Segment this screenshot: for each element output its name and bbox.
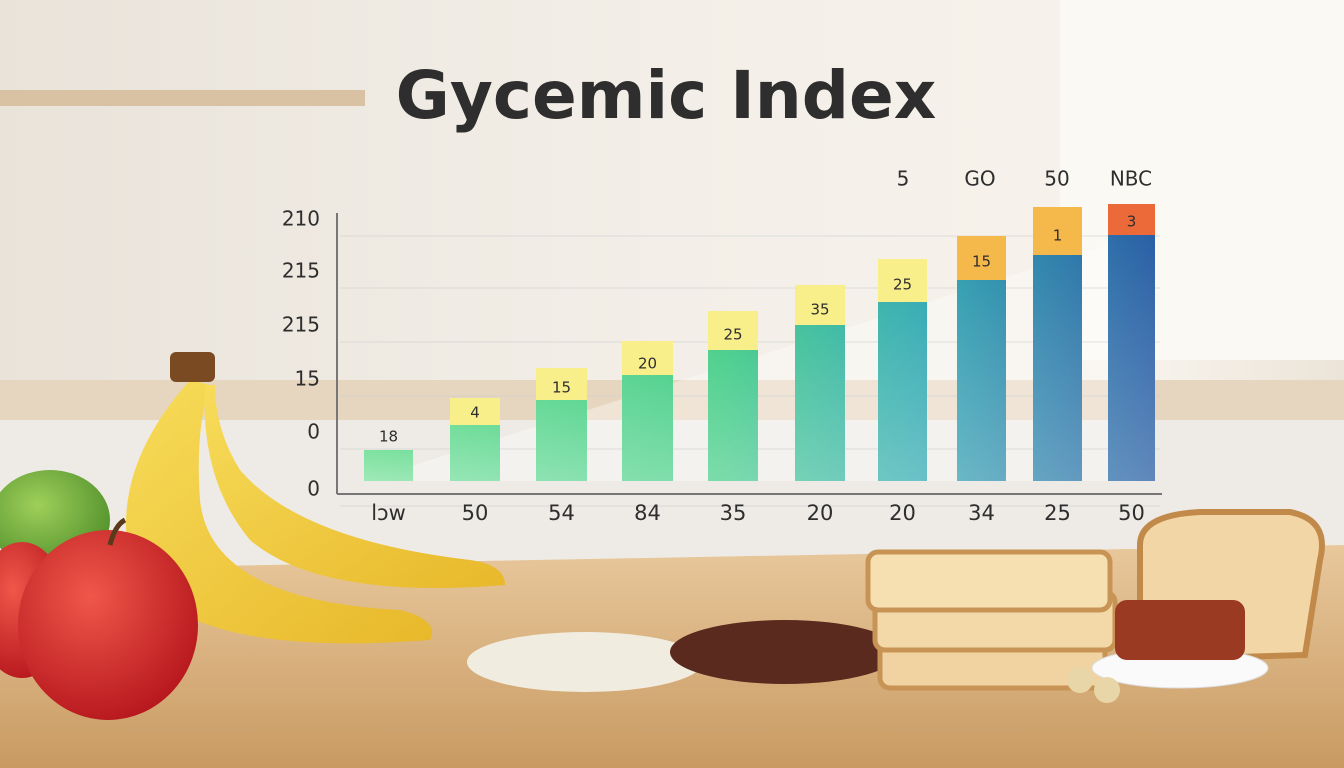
bar-cap [450, 398, 500, 425]
bar-cap [957, 236, 1006, 280]
bar-label: 1 [1053, 227, 1063, 245]
window [1060, 0, 1344, 360]
x-axis-label: 50 [462, 501, 489, 525]
bar-cap [708, 311, 758, 350]
apple [18, 530, 198, 720]
y-axis-label: 215 [282, 313, 320, 337]
bar-shine [957, 280, 1006, 481]
quinoa [670, 620, 900, 684]
dates [1115, 600, 1245, 660]
y-axis-label: 0 [307, 477, 320, 501]
bar-cap [795, 285, 845, 325]
bar-shine [708, 350, 758, 481]
chart-overlay: 210215215150018lɔw4501554208425353520252… [282, 167, 1162, 525]
column-header: 5 [897, 167, 910, 191]
bar-shine [536, 400, 587, 481]
x-axis-label: 34 [968, 501, 995, 525]
column-header: GO [964, 167, 995, 191]
nut [1094, 677, 1120, 703]
bar-label: 25 [893, 276, 912, 294]
bar-label: 25 [723, 326, 742, 344]
rice [467, 632, 703, 692]
bar-shine [1108, 235, 1155, 481]
bar-label: 18 [379, 428, 398, 446]
banana-stem [170, 352, 215, 382]
apple-stem [107, 517, 127, 546]
column-header: NBC [1110, 167, 1152, 191]
title: Gycemic Index [396, 57, 937, 134]
y-axis-label: 210 [282, 207, 320, 231]
bar-shine [622, 375, 673, 481]
bar-cap [622, 341, 673, 375]
x-axis-label: 54 [548, 501, 575, 525]
bar-cap [878, 259, 927, 302]
column-header: 50 [1044, 167, 1069, 191]
bar-label: 20 [638, 355, 657, 373]
bar-label: 35 [810, 301, 829, 319]
bar-shine [364, 450, 413, 481]
bar-cap [1033, 207, 1082, 255]
bar-label: 4 [470, 404, 480, 422]
x-axis-label: 84 [634, 501, 661, 525]
bar-cap [1108, 204, 1155, 235]
x-axis-label: 25 [1044, 501, 1071, 525]
bar-label: 15 [552, 379, 571, 397]
y-axis-label: 0 [307, 420, 320, 444]
bar-label: 15 [972, 253, 991, 271]
bread-slice [865, 549, 1113, 613]
shelf [0, 90, 365, 106]
y-axis-label: 215 [282, 259, 320, 283]
x-axis-label: 35 [720, 501, 747, 525]
x-axis-label: 20 [889, 501, 916, 525]
bar-shine [1033, 255, 1082, 481]
y-axis-label: 15 [295, 367, 320, 391]
x-axis-label: 20 [807, 501, 834, 525]
bar-shine [878, 302, 927, 481]
nut [1067, 667, 1093, 693]
x-axis-label: 50 [1118, 501, 1145, 525]
banana [126, 380, 432, 644]
bar-shine [450, 425, 500, 481]
bar-label: 3 [1127, 213, 1137, 231]
bar-shine [795, 325, 845, 481]
banana [204, 385, 505, 588]
x-axis-label: lɔw [371, 501, 406, 525]
bar-cap [536, 368, 587, 400]
